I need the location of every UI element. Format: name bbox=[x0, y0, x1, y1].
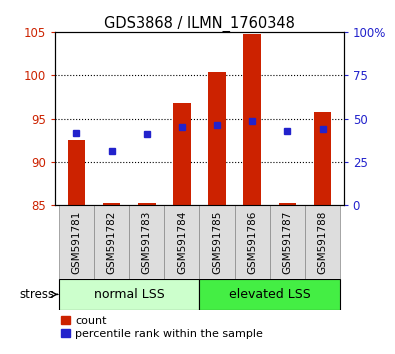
Bar bbox=[243, 34, 261, 205]
Legend: count, percentile rank within the sample: count, percentile rank within the sample bbox=[61, 316, 263, 339]
Text: elevated LSS: elevated LSS bbox=[229, 288, 311, 301]
Text: GSM591782: GSM591782 bbox=[107, 210, 117, 274]
Text: GSM591787: GSM591787 bbox=[282, 210, 292, 274]
Bar bbox=[94, 205, 129, 279]
Bar bbox=[199, 205, 235, 279]
Text: normal LSS: normal LSS bbox=[94, 288, 165, 301]
Bar bbox=[305, 205, 340, 279]
Bar bbox=[208, 72, 226, 205]
Bar bbox=[59, 279, 199, 310]
Text: stress: stress bbox=[19, 288, 55, 301]
Bar bbox=[164, 205, 199, 279]
Bar bbox=[173, 103, 191, 205]
Bar bbox=[270, 205, 305, 279]
Bar bbox=[314, 113, 331, 205]
Bar bbox=[235, 205, 270, 279]
Bar bbox=[199, 279, 340, 310]
Text: GSM591788: GSM591788 bbox=[318, 210, 327, 274]
Bar bbox=[59, 205, 94, 279]
Text: GSM591783: GSM591783 bbox=[142, 210, 152, 274]
Text: GSM591781: GSM591781 bbox=[71, 210, 81, 274]
Bar bbox=[68, 140, 85, 205]
Text: GSM591784: GSM591784 bbox=[177, 210, 187, 274]
Text: GSM591786: GSM591786 bbox=[247, 210, 257, 274]
Bar bbox=[278, 204, 296, 205]
Text: GSM591785: GSM591785 bbox=[212, 210, 222, 274]
Bar bbox=[138, 204, 156, 205]
Bar bbox=[129, 205, 164, 279]
Title: GDS3868 / ILMN_1760348: GDS3868 / ILMN_1760348 bbox=[104, 16, 295, 32]
Bar bbox=[103, 202, 120, 205]
